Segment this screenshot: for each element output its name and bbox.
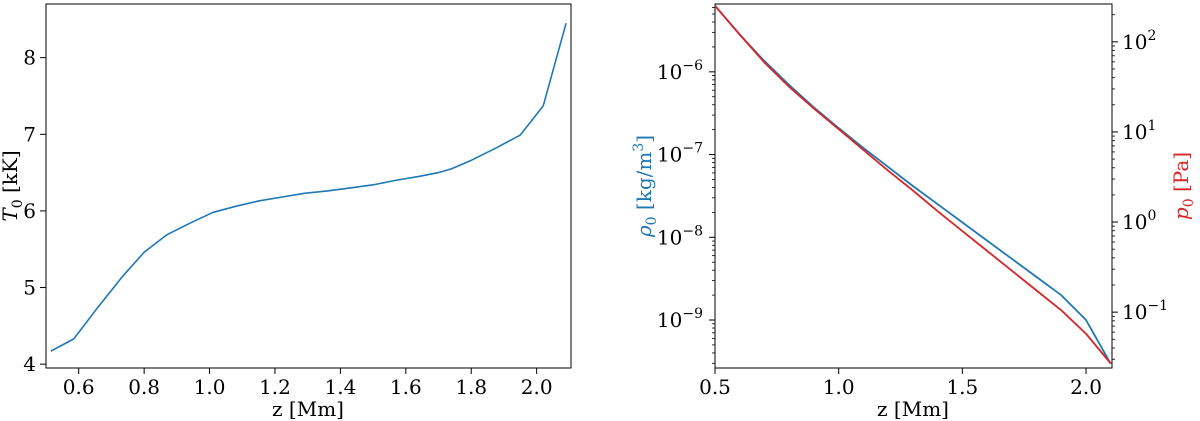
density-pressure-chart: 0.5 1.0 1.5 2.0 10−6 10−7 10−8 10−9 102 101 100 1…: [631, 3, 1197, 421]
left-y-tick-label: 4: [23, 352, 36, 376]
right-x-tick-label: 1.5: [946, 375, 978, 399]
pressure-label-unit: [Pa]: [1169, 152, 1193, 198]
left-y-tick-label: 7: [23, 122, 36, 146]
density-label-sup: 3: [631, 143, 647, 152]
density-axis-tick-label: 10−7: [657, 141, 703, 167]
density-label-close: ]: [632, 135, 656, 143]
density-axis-tick-label: 10−8: [657, 223, 703, 249]
left-x-tick-label: 0.8: [128, 375, 160, 399]
pressure-line: [714, 5, 1112, 365]
left-x-tick-label: 1.8: [455, 375, 487, 399]
density-axis-label: ρ0 [kg/m3]: [631, 135, 660, 238]
pressure-label-sub: 0: [1181, 198, 1197, 207]
right-x-axis-label: z [Mm]: [877, 397, 949, 421]
left-y-label-sub: 0: [10, 199, 26, 208]
pressure-axis-tick-label: 102: [1122, 28, 1156, 54]
left-y-tick-label: 5: [23, 276, 36, 300]
right-x-tick-label: 1.0: [823, 375, 855, 399]
temperature-chart: 0.6 0.8 1.0 1.2 1.4 1.6 1.8 2.0 4 5 6 7 8 z [Mm] T0…: [0, 3, 572, 421]
left-x-tick-label: 1.2: [259, 375, 291, 399]
pressure-axis-label: p0 [Pa]: [1169, 152, 1197, 220]
density-label-main: ρ: [632, 225, 656, 238]
density-line: [714, 5, 1112, 365]
left-x-tick-label: 1.6: [390, 375, 422, 399]
right-x-tick-label: 0.5: [699, 375, 731, 399]
temperature-line: [50, 22, 567, 352]
left-y-tick-label: 8: [23, 46, 36, 70]
right-plot-frame: [714, 3, 1113, 369]
left-y-label-unit: [kK]: [0, 150, 22, 199]
left-y-axis-label: T0 [kK]: [0, 150, 26, 221]
pressure-axis-tick-label: 101: [1122, 118, 1156, 144]
pressure-axis-tick-label: 100: [1122, 208, 1156, 234]
left-y-tick-label: 6: [23, 199, 36, 223]
left-plot-frame: [45, 3, 572, 369]
left-x-axis-label: z [Mm]: [272, 397, 344, 421]
density-axis-tick-label: 10−6: [657, 58, 703, 84]
right-x-tick-label: 2.0: [1070, 375, 1102, 399]
left-y-label-main: T: [0, 207, 22, 222]
left-x-tick-label: 1.4: [324, 375, 356, 399]
density-axis-tick-label: 10−9: [657, 306, 703, 332]
left-x-tick-label: 2.0: [521, 375, 553, 399]
density-label-unit: [kg/m: [632, 152, 656, 217]
pressure-label-main: p: [1169, 207, 1193, 220]
density-label-sub: 0: [644, 216, 660, 225]
left-x-tick-label: 1.0: [194, 375, 226, 399]
pressure-axis-tick-label: 10−1: [1122, 298, 1168, 324]
left-x-tick-label: 0.6: [63, 375, 95, 399]
